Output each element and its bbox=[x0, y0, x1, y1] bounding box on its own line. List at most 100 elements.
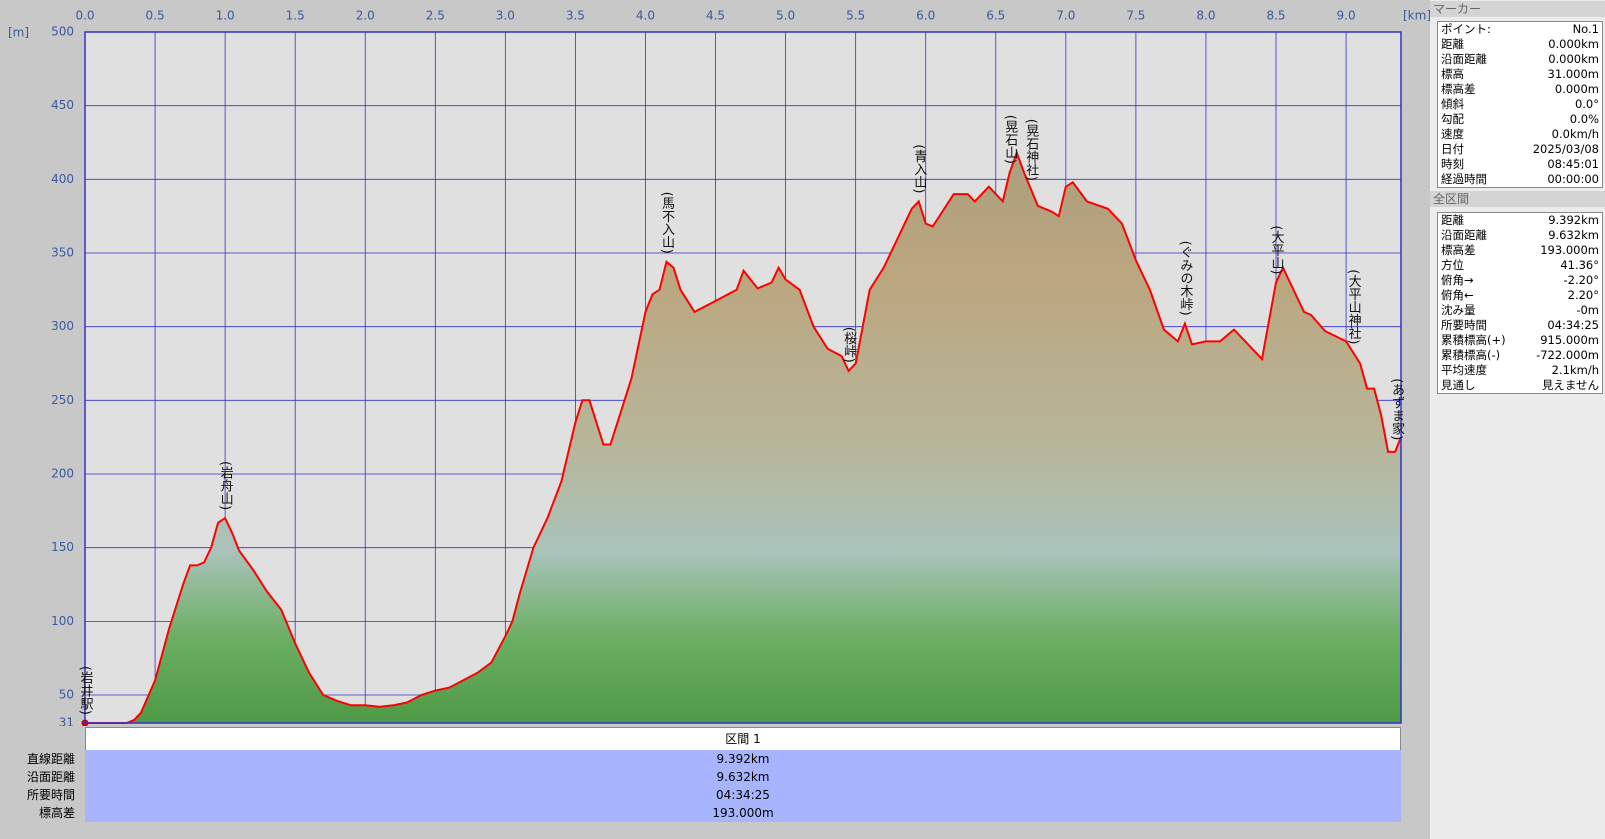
info-value: 0.0km/h bbox=[1551, 127, 1599, 141]
info-value: 見えません bbox=[1541, 378, 1599, 392]
info-label: 経過時間 bbox=[1441, 172, 1487, 186]
info-row: 標高差 193.000m bbox=[1438, 243, 1602, 258]
info-value: 04:34:25 bbox=[1547, 318, 1599, 332]
info-row: 距離 9.392km bbox=[1438, 213, 1602, 228]
x-axis-label: [km] bbox=[1403, 9, 1430, 23]
info-value: 0.0° bbox=[1574, 97, 1599, 111]
y-tick-label: 250 bbox=[51, 393, 74, 407]
info-row: 時刻 08:45:01 bbox=[1438, 157, 1602, 172]
info-row: 距離 0.000km bbox=[1438, 37, 1602, 52]
info-label: 俯角→ bbox=[1441, 273, 1474, 287]
x-tick-label: 5.5 bbox=[846, 9, 865, 23]
info-row: 傾斜 0.0° bbox=[1438, 97, 1602, 112]
chart: [m] [km] 0.0 0.5 1.0 1.5 2.0 2.5 3.0 3.5 4.0 4.5 5… bbox=[8, 9, 1430, 727]
info-value: 9.392km bbox=[1548, 213, 1599, 227]
waypoint-label: (桜峠) bbox=[841, 327, 857, 363]
x-tick-label: 4.5 bbox=[706, 9, 725, 23]
segment-label: 沿面距離 bbox=[26, 770, 75, 784]
info-row: 累積標高(-) -722.000m bbox=[1438, 348, 1602, 363]
info-label: 勾配 bbox=[1441, 112, 1464, 126]
info-value: 00:00:00 bbox=[1547, 172, 1599, 186]
info-label: 平均速度 bbox=[1441, 363, 1487, 377]
y-tick-label: 350 bbox=[51, 246, 74, 260]
info-label: 方位 bbox=[1441, 258, 1464, 272]
info-label: 傾斜 bbox=[1441, 97, 1464, 111]
waypoint-label: (あずま家) bbox=[1389, 378, 1405, 440]
info-value: 2.20° bbox=[1567, 288, 1599, 302]
info-row: 沿面距離 0.000km bbox=[1438, 52, 1602, 67]
y-tick-label: 31 bbox=[59, 716, 74, 727]
elevation-line bbox=[85, 149, 1402, 724]
y-axis-label: [m] bbox=[8, 26, 29, 40]
info-value: 0.0% bbox=[1569, 112, 1599, 126]
x-tick-label: 5.0 bbox=[776, 9, 795, 23]
info-value: No.1 bbox=[1572, 22, 1599, 36]
info-value: 0.000m bbox=[1554, 82, 1599, 96]
info-label: 日付 bbox=[1441, 142, 1464, 156]
info-label: 所要時間 bbox=[1441, 318, 1487, 332]
y-tick-label: 400 bbox=[51, 172, 74, 186]
x-tick-label: 3.5 bbox=[566, 9, 585, 23]
info-label: 時刻 bbox=[1441, 157, 1464, 171]
x-tick-label: 2.5 bbox=[426, 9, 445, 23]
info-row: 平均速度 2.1km/h bbox=[1438, 363, 1602, 378]
x-tick-label: 0.5 bbox=[146, 9, 165, 23]
x-tick-label: 4.0 bbox=[636, 9, 655, 23]
segment-label: 直線距離 bbox=[26, 752, 75, 766]
segment-value: 193.000m bbox=[85, 804, 1401, 822]
info-row: 見通し 見えません bbox=[1438, 378, 1602, 393]
waypoint-label: (晃石神社) bbox=[1023, 119, 1039, 181]
info-value: 0.000km bbox=[1548, 37, 1599, 51]
info-label: 距離 bbox=[1441, 37, 1464, 51]
y-tick-label: 100 bbox=[51, 614, 74, 628]
segment-label: 標高差 bbox=[38, 806, 75, 820]
info-label: 速度 bbox=[1441, 127, 1464, 141]
segment-header: 区間 1 bbox=[85, 727, 1401, 751]
info-row: ポイント: No.1 bbox=[1438, 22, 1602, 37]
y-tick-label: 300 bbox=[51, 319, 74, 333]
x-tick-label: 9.0 bbox=[1337, 9, 1356, 23]
x-tick-label: 2.0 bbox=[356, 9, 375, 23]
info-label: 沿面距離 bbox=[1441, 228, 1487, 242]
segment-value: 9.632km bbox=[85, 768, 1401, 786]
info-row: 所要時間 04:34:25 bbox=[1438, 318, 1602, 333]
info-label: 沈み量 bbox=[1441, 303, 1476, 317]
x-tick-label: 7.5 bbox=[1126, 9, 1145, 23]
segment-value: 9.392km bbox=[85, 750, 1401, 768]
info-label: 沿面距離 bbox=[1441, 52, 1487, 66]
y-tick-label: 50 bbox=[59, 688, 74, 702]
info-value: 193.000m bbox=[1540, 243, 1599, 257]
info-value: 2025/03/08 bbox=[1532, 142, 1599, 156]
marker-table: ポイント: No.1 距離 0.000km 沿面距離 0.000km 標高 31.000m 標高… bbox=[1437, 21, 1603, 188]
x-tick-label: 1.0 bbox=[216, 9, 235, 23]
info-value: 31.000m bbox=[1547, 67, 1599, 81]
x-tick-label: 7.0 bbox=[1056, 9, 1075, 23]
info-label: 標高 bbox=[1441, 67, 1464, 81]
info-value: 08:45:01 bbox=[1547, 157, 1599, 171]
info-row: 標高差 0.000m bbox=[1438, 82, 1602, 97]
info-value: -2.20° bbox=[1563, 273, 1599, 287]
info-label: ポイント: bbox=[1441, 22, 1491, 36]
info-label: 見通し bbox=[1441, 378, 1476, 392]
info-row: 速度 0.0km/h bbox=[1438, 127, 1602, 142]
y-tick-label: 450 bbox=[51, 98, 74, 112]
info-row: 勾配 0.0% bbox=[1438, 112, 1602, 127]
x-tick-label: 6.5 bbox=[986, 9, 1005, 23]
info-row: 累積標高(+) 915.000m bbox=[1438, 333, 1602, 348]
info-value: 2.1km/h bbox=[1551, 363, 1599, 377]
info-value: 41.36° bbox=[1560, 258, 1599, 272]
waypoint-label: (岩井駅) bbox=[78, 666, 94, 715]
info-value: 0.000km bbox=[1548, 52, 1599, 66]
x-tick-label: 8.5 bbox=[1266, 9, 1285, 23]
area-fill bbox=[85, 152, 1401, 724]
x-tick-label: 1.5 bbox=[286, 9, 305, 23]
section-title: 全区間 bbox=[1430, 191, 1605, 207]
waypoint-label: (晃石山) bbox=[1002, 115, 1018, 164]
x-tick-label: 0.0 bbox=[75, 9, 94, 23]
info-row: 沈み量 -0m bbox=[1438, 303, 1602, 318]
segment-label: 所要時間 bbox=[26, 788, 75, 802]
info-label: 標高差 bbox=[1441, 243, 1476, 257]
y-tick-label: 150 bbox=[51, 540, 74, 554]
info-value: -722.000m bbox=[1536, 348, 1599, 362]
